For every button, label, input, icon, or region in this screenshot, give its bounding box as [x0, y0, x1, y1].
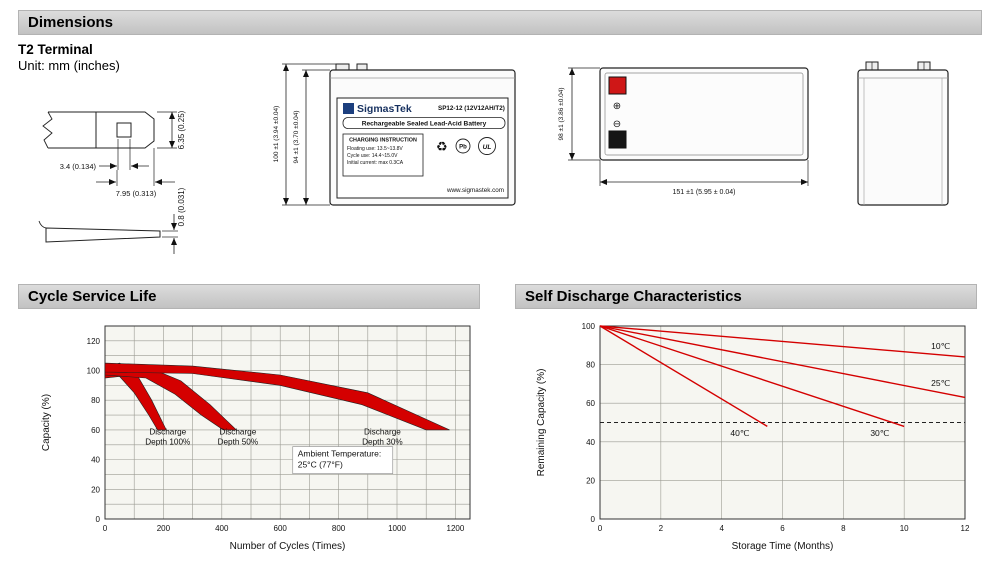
- charging-line: Initial current: max 0.3CA: [347, 160, 404, 166]
- battery-side-view: [857, 61, 949, 206]
- svg-text:Depth 50%: Depth 50%: [218, 437, 259, 446]
- dim-tab-width-label: 7.95 (0.313): [116, 189, 157, 198]
- svg-text:Discharge: Discharge: [149, 427, 186, 436]
- section-header-cycle-service-life: Cycle Service Life: [18, 284, 480, 309]
- battery-type-text: Rechargeable Sealed Lead-Acid Battery: [362, 121, 487, 128]
- brand-text: SigmasTek: [357, 103, 412, 115]
- charging-line: Floating use: 13.5~13.8V: [347, 146, 403, 152]
- svg-text:800: 800: [332, 524, 346, 533]
- svg-text:80: 80: [586, 361, 595, 370]
- svg-text:25℃: 25℃: [931, 378, 950, 388]
- dim-thickness-label: 0.8 (0.031): [177, 187, 186, 226]
- battery-front-view: SigmasTek SP12-12 (12V12AH/T2) Rechargea…: [273, 63, 516, 206]
- svg-text:40: 40: [91, 456, 100, 465]
- svg-text:0: 0: [96, 515, 101, 524]
- negative-terminal: [608, 130, 627, 149]
- svg-text:0: 0: [103, 524, 108, 533]
- negative-symbol: ⊖: [613, 119, 621, 130]
- dim-top-height-label: 98 ±1 (3.86 ±0.04): [558, 87, 565, 140]
- dim-hole-width-label: 3.4 (0.134): [60, 162, 97, 171]
- unit-note: Unit: mm (inches): [18, 58, 120, 73]
- svg-text:2: 2: [659, 524, 664, 533]
- svg-text:Capacity (%): Capacity (%): [41, 394, 52, 451]
- svg-text:0: 0: [598, 524, 603, 533]
- svg-text:Depth 100%: Depth 100%: [145, 437, 190, 446]
- section-header-dimensions: Dimensions: [18, 10, 982, 35]
- ul-icon: UL: [483, 144, 492, 151]
- svg-text:30℃: 30℃: [870, 428, 889, 438]
- svg-text:60: 60: [91, 426, 100, 435]
- svg-text:10: 10: [900, 524, 909, 533]
- charging-instruction-box: [342, 133, 424, 177]
- svg-text:0: 0: [591, 515, 596, 524]
- dimension-drawings: 6.35 (0.25) 3.4 (0.134) 7.95 (0.313) 0.8…: [38, 61, 949, 254]
- svg-text:Storage Time (Months): Storage Time (Months): [732, 541, 834, 552]
- svg-text:400: 400: [215, 524, 229, 533]
- positive-terminal: [608, 76, 627, 95]
- svg-text:600: 600: [274, 524, 288, 533]
- svg-text:1000: 1000: [388, 524, 406, 533]
- terminal-detail-drawing: 6.35 (0.25) 3.4 (0.134) 7.95 (0.313) 0.8…: [38, 110, 186, 254]
- dim-case-height-label: 94 ±1 (3.70 ±0.04): [293, 110, 300, 163]
- positive-symbol: ⊕: [613, 101, 621, 112]
- self-discharge-chart: 10℃ 25℃ 30℃ 40℃ 0 2 4 6 8 10 12 0 20 40 60 80 100 Storage…: [536, 322, 970, 552]
- section-header-self-discharge: Self Discharge Characteristics: [515, 284, 977, 309]
- svg-text:20: 20: [586, 476, 595, 485]
- svg-text:25°C (77°F): 25°C (77°F): [298, 460, 343, 470]
- svg-text:200: 200: [157, 524, 171, 533]
- svg-text:Ambient Temperature:: Ambient Temperature:: [298, 449, 381, 459]
- svg-text:40: 40: [586, 438, 595, 447]
- svg-text:1200: 1200: [447, 524, 465, 533]
- svg-text:10℃: 10℃: [931, 341, 950, 351]
- battery-top-view: ⊕ ⊖ 98 ±1 (3.86 ±0.04) 151 ±1 (5.95 ± 0.…: [558, 67, 809, 196]
- terminal-type-label: T2 Terminal: [18, 42, 93, 57]
- svg-text:60: 60: [586, 399, 595, 408]
- pb-icon: Pb: [459, 145, 467, 151]
- svg-text:Discharge: Discharge: [364, 427, 401, 436]
- svg-text:Remaining Capacity (%): Remaining Capacity (%): [536, 369, 547, 477]
- svg-text:4: 4: [719, 524, 724, 533]
- svg-text:8: 8: [841, 524, 846, 533]
- svg-text:80: 80: [91, 396, 100, 405]
- brand-logo-icon: [343, 103, 354, 114]
- svg-text:20: 20: [91, 485, 100, 494]
- dim-terminal-height-label: 6.35 (0.25): [177, 110, 186, 149]
- svg-text:Discharge: Discharge: [219, 427, 256, 436]
- terminal-info: T2 Terminal Unit: mm (inches): [18, 42, 120, 74]
- svg-text:Number of Cycles (Times): Number of Cycles (Times): [230, 541, 346, 552]
- charging-title: CHARGING INSTRUCTION: [349, 138, 417, 144]
- svg-text:Depth 30%: Depth 30%: [362, 437, 403, 446]
- charging-line: Cycle use: 14.4~15.0V: [347, 153, 398, 159]
- dim-width-label: 151 ±1 (5.95 ± 0.04): [673, 189, 736, 196]
- front-terminal-tab: [356, 63, 368, 71]
- svg-text:100: 100: [87, 367, 101, 376]
- dim-total-height-label: 100 ±1 (3.94 ±0.04): [273, 106, 280, 163]
- recycle-icon: ♻: [436, 139, 448, 154]
- svg-text:100: 100: [582, 322, 596, 331]
- svg-text:40℃: 40℃: [730, 428, 749, 438]
- svg-text:6: 6: [780, 524, 785, 533]
- website-text: www.sigmastek.com: [446, 187, 504, 194]
- model-text: SP12-12 (12V12AH/T2): [438, 105, 505, 112]
- front-terminal-tab: [335, 63, 350, 71]
- svg-text:12: 12: [961, 524, 970, 533]
- svg-text:120: 120: [87, 337, 101, 346]
- battery-label-panel: [336, 97, 509, 199]
